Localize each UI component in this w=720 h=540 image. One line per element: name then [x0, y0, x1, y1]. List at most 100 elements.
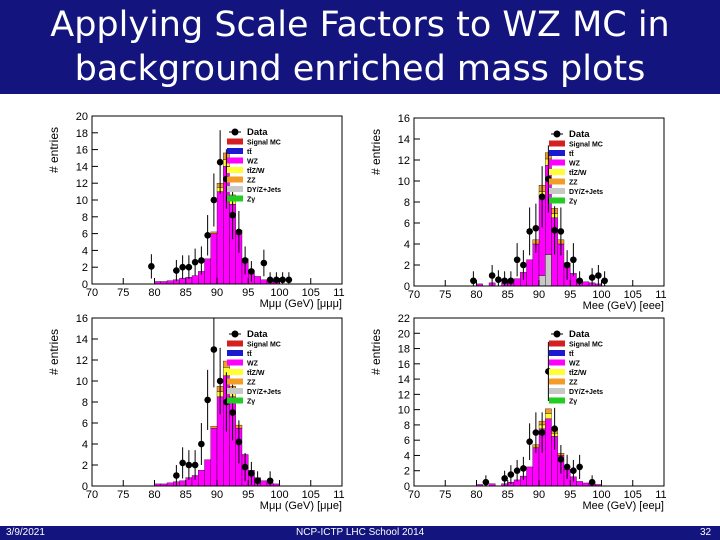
legend-label-zz: ZZ [569, 380, 578, 387]
data-point-4 [520, 465, 527, 472]
x-tick-label: 90 [533, 489, 545, 501]
data-point-11 [235, 228, 243, 236]
y-tick-label: 0 [82, 481, 88, 493]
x-tick-label: 110 [655, 489, 667, 501]
data-point-10 [229, 211, 236, 219]
data-point-13 [563, 261, 571, 269]
data-point-1 [501, 475, 508, 482]
x-tick-label: 80 [470, 489, 482, 501]
data-point-10 [235, 438, 243, 446]
data-point-12 [570, 467, 577, 475]
y-tick-label: 8 [82, 397, 88, 409]
x-tick-label: 100 [270, 489, 288, 501]
x-tick-label: 105 [624, 289, 642, 301]
bar-wz-89 [210, 428, 218, 487]
legend-label-dy-z-jets: DY/Z+Jets [569, 389, 603, 396]
page-title-line-2: background enriched mass plots [74, 49, 646, 89]
legend-label-data: Data [247, 127, 268, 138]
x-tick-label: 75 [439, 289, 451, 301]
legend-swatch-signal-mc [227, 138, 243, 145]
legend-label-dy-z-jets: DY/Z+Jets [569, 189, 603, 196]
bar-wz-88 [526, 259, 533, 287]
y-tick-label: 14 [398, 134, 410, 146]
legend-swatch-zz [549, 378, 565, 385]
data-point-12 [557, 228, 565, 235]
y-tick-label: 8 [404, 420, 410, 432]
x-tick-label: 70 [86, 287, 98, 299]
y-tick-label: 12 [398, 155, 410, 167]
bar-wz-87 [198, 470, 205, 487]
y-tick-label: 16 [76, 314, 88, 325]
data-point-7 [526, 228, 533, 235]
legend-label-zz: ZZ [247, 380, 256, 387]
data-point-11 [241, 463, 249, 471]
data-point-3 [501, 277, 508, 285]
y-tick-label: 14 [76, 161, 88, 173]
y-tick-label: 4 [404, 239, 410, 251]
x-axis-title: Mee (GeV) [eee] [583, 300, 664, 312]
y-tick-label: 16 [398, 114, 410, 125]
y-tick-label: 10 [76, 376, 88, 388]
data-point-0 [173, 472, 180, 479]
data-point-11 [563, 463, 571, 471]
bar-wz-91 [545, 418, 552, 487]
data-point-0 [470, 277, 477, 285]
x-tick-label: 85 [502, 489, 514, 501]
bar-tt-z-w-91 [545, 413, 552, 419]
y-tick-label: 16 [76, 145, 88, 157]
x-tick-label: 95 [564, 489, 576, 501]
bar-wz-97 [582, 281, 590, 287]
y-tick-label: 18 [398, 344, 410, 356]
data-point-2 [507, 471, 515, 478]
x-tick-label: 80 [470, 289, 482, 301]
legend-label-tt: tt̄ [569, 149, 574, 158]
bar-wz-88 [204, 258, 211, 285]
x-tick-label: 90 [533, 289, 545, 301]
y-tick-label: 2 [82, 262, 88, 274]
y-tick-label: 20 [76, 112, 88, 123]
legend-label-tt-z-w: tt̄Z/W [247, 368, 265, 377]
bar-zz-89 [210, 231, 218, 234]
legend-label-data: Data [247, 329, 268, 340]
footer-date: 3/9/2021 [6, 527, 45, 538]
y-tick-label: 10 [76, 195, 88, 207]
y-tick-label: 10 [398, 405, 410, 417]
legend-label-tt-z-w: tt̄Z/W [569, 168, 587, 177]
bar-zz-91 [545, 408, 552, 414]
footer-center-text: NCP-ICTP LHC School 2014 [296, 527, 425, 538]
legend-label-wz: WZ [569, 361, 581, 368]
data-point-16 [273, 276, 280, 284]
data-point-15 [576, 277, 583, 285]
legend-label-z: Zγ [247, 399, 255, 406]
data-point-6 [532, 429, 540, 436]
legend-swatch-wz [549, 159, 565, 166]
data-point-13 [254, 477, 261, 485]
y-axis-title: # entries [47, 329, 61, 375]
legend-label-signal-mc: Signal MC [569, 342, 603, 349]
bar-wz-86 [513, 278, 521, 287]
legend-swatch-tt-z-w [227, 167, 243, 173]
legend-swatch-dy-z-jets [227, 388, 243, 394]
legend-swatch-dy-z-jets [549, 188, 565, 194]
legend-label-data: Data [569, 129, 590, 140]
y-axis-title: # entries [369, 329, 383, 375]
y-tick-label: 0 [404, 281, 410, 293]
data-point-13 [248, 268, 255, 275]
legend-label-zz: ZZ [569, 180, 578, 187]
y-tick-label: 10 [398, 176, 410, 188]
data-point-2 [185, 461, 193, 469]
x-tick-label: 95 [242, 287, 254, 299]
y-tick-label: 8 [82, 212, 88, 224]
legend-swatch-signal-mc [549, 140, 565, 147]
legend-label-signal-mc: Signal MC [247, 342, 281, 349]
data-point-6 [210, 346, 218, 353]
data-point-17 [279, 276, 286, 284]
data-point-14 [588, 478, 596, 486]
data-point-2 [179, 263, 186, 271]
x-tick-label: 90 [211, 287, 223, 299]
data-point-14 [260, 259, 268, 267]
data-point-1 [179, 459, 186, 467]
x-tick-label: 105 [302, 287, 320, 299]
legend-swatch-zz [549, 178, 565, 185]
data-point-3 [191, 461, 199, 469]
